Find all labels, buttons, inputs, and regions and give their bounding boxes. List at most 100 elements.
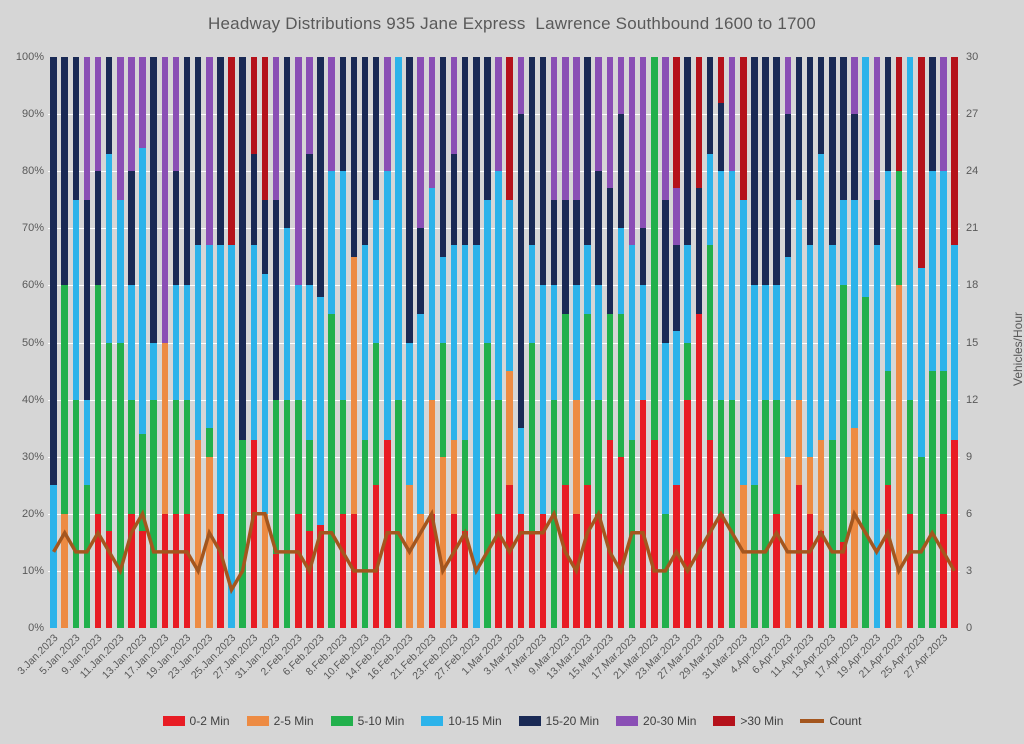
legend-color-swatch — [518, 716, 541, 726]
stacked-bar — [384, 57, 391, 628]
bar-segment-10-15-min — [417, 313, 424, 514]
stacked-bar — [951, 57, 958, 628]
bar-segment-2-5-min — [417, 513, 424, 628]
bar-segment-0-2-min — [639, 399, 647, 628]
bar-segment-0-2-min — [461, 530, 469, 628]
bar-segment-15-20-min — [795, 57, 803, 200]
legend-label: 20-30 Min — [643, 714, 697, 728]
stacked-bar — [328, 57, 335, 628]
bar-segment-20-30-min — [639, 57, 647, 229]
bar-segment-0-2-min — [795, 485, 803, 628]
bar-slot — [182, 57, 193, 628]
bar-slot — [949, 57, 960, 628]
bar-segment-10-15-min — [639, 285, 647, 400]
stacked-bar — [105, 57, 113, 628]
stacked-bar — [217, 57, 224, 628]
bar-segment-5-10-min — [717, 399, 725, 514]
bar-slot — [916, 57, 927, 628]
bar-segment-15-20-min — [762, 57, 769, 286]
legend-color-swatch — [162, 716, 185, 726]
bar-segment-20-30-min — [94, 57, 102, 172]
bar-slot — [248, 57, 259, 628]
bar-segment-5-10-min — [595, 399, 602, 514]
bar-segment-10-15-min — [550, 285, 558, 400]
bar-segment-20-30-min — [595, 57, 602, 172]
bar-segment-15-20-min — [306, 154, 313, 286]
bar-segment-5-10-min — [239, 439, 246, 628]
bar-segment-20-30-min — [139, 57, 146, 149]
bar-segment-15-20-min — [461, 57, 469, 246]
bar-slot — [582, 57, 593, 628]
bar-segment-0-2-min — [272, 553, 280, 628]
bar-segment-0-2-min — [295, 513, 302, 628]
bar-segment-10-15-min — [717, 171, 725, 400]
bar-segment-5-10-min — [884, 371, 892, 486]
legend-color-swatch — [330, 716, 353, 726]
bar-segment-0-2-min — [450, 513, 458, 628]
gridline — [48, 285, 960, 287]
bar-segment-20-30-min — [328, 57, 335, 172]
bar-segment-2-5-min — [439, 456, 447, 628]
stacked-bar — [206, 57, 213, 628]
stacked-bar — [439, 57, 447, 628]
bar-segment-2-5-min — [506, 371, 513, 486]
bar-segment-20-30-min — [117, 57, 124, 200]
bar-segment--30-min — [673, 57, 680, 189]
bar-slot — [827, 57, 838, 628]
bar-segment-20-30-min — [662, 57, 669, 200]
bar-segment-0-2-min — [183, 513, 191, 628]
bar-segment-10-15-min — [461, 245, 469, 440]
bar-slot — [604, 57, 615, 628]
bar-segment-0-2-min — [517, 513, 525, 628]
bar-slot — [660, 57, 671, 628]
bar-slot — [471, 57, 482, 628]
stacked-bar — [150, 57, 157, 628]
stacked-bar — [606, 57, 614, 628]
legend-item-count: Count — [800, 714, 861, 728]
bar-segment-10-15-min — [194, 245, 202, 440]
stacked-bar — [350, 57, 358, 628]
stacked-bar — [72, 57, 80, 628]
bar-segment-10-15-min — [862, 57, 869, 297]
bar-segment-0-2-min — [617, 456, 625, 628]
bar-slot — [348, 57, 359, 628]
bar-segment-0-2-min — [250, 439, 258, 628]
gridline — [48, 399, 960, 401]
bar-slot — [860, 57, 871, 628]
bar-segment-10-15-min — [317, 296, 324, 526]
bar-segment-0-2-min — [595, 513, 602, 628]
bar-segment--30-min — [951, 57, 958, 246]
bar-segment-15-20-min — [72, 57, 80, 200]
y-right-tick-label: 9 — [966, 450, 973, 463]
bar-slot — [849, 57, 860, 628]
bar-segment-5-10-min — [61, 285, 68, 514]
bar-segment-0-2-min — [773, 513, 780, 628]
bar-segment-5-10-min — [562, 313, 569, 486]
stacked-bar — [595, 57, 602, 628]
bar-slot — [282, 57, 293, 628]
bar-segment-0-2-min — [428, 513, 436, 628]
bar-segment-5-10-min — [361, 439, 369, 628]
bar-segment-0-2-min — [339, 513, 347, 628]
stacked-bar — [228, 57, 235, 628]
bar-segment-2-5-min — [740, 485, 747, 628]
bar-segment-20-30-min — [550, 57, 558, 200]
bar-segment-10-15-min — [584, 245, 591, 314]
y-left-tick-label: 60% — [21, 279, 44, 292]
bar-segment-5-10-min — [706, 245, 714, 440]
bar-segment-15-20-min — [751, 57, 758, 286]
bar-segment-10-15-min — [884, 171, 892, 372]
bar-segment-0-2-min — [695, 313, 703, 628]
y-right-tick-label: 3 — [966, 564, 973, 577]
bar-segment-0-2-min — [717, 513, 725, 628]
gridline — [48, 342, 960, 344]
bar-slot — [304, 57, 315, 628]
bar-slot — [237, 57, 248, 628]
bar-slot — [593, 57, 604, 628]
bar-segment-15-20-min — [573, 199, 580, 286]
bar-segment-10-15-min — [829, 245, 836, 440]
bar-segment-10-15-min — [439, 256, 447, 343]
bar-slot — [59, 57, 70, 628]
bar-segment-5-10-min — [773, 399, 780, 514]
bar-segment-15-20-min — [283, 57, 291, 229]
